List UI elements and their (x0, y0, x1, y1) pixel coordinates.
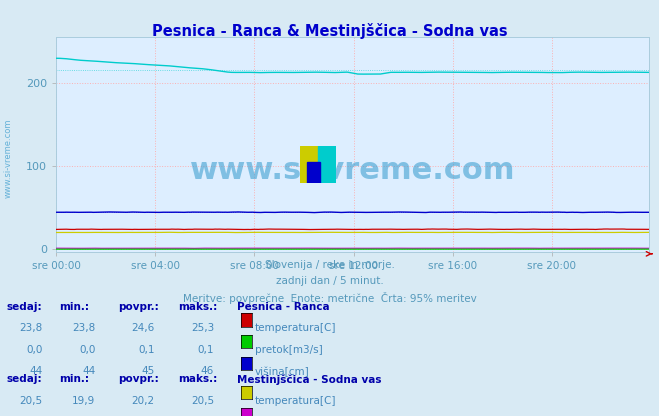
Text: temperatura[C]: temperatura[C] (255, 323, 337, 333)
Text: 24,6: 24,6 (132, 323, 155, 333)
Text: povpr.:: povpr.: (119, 302, 159, 312)
Text: Pesnica - Ranca: Pesnica - Ranca (237, 302, 330, 312)
Text: 44: 44 (82, 366, 96, 376)
Text: 45: 45 (142, 366, 155, 376)
Bar (318, 146, 336, 183)
Bar (307, 162, 320, 183)
Text: 20,5: 20,5 (191, 396, 214, 406)
Text: www.si-vreme.com: www.si-vreme.com (190, 156, 515, 185)
Text: 0,1: 0,1 (198, 345, 214, 355)
Text: Slovenija / reke in morje.: Slovenija / reke in morje. (264, 260, 395, 270)
Text: temperatura[C]: temperatura[C] (255, 396, 337, 406)
Text: sedaj:: sedaj: (7, 374, 42, 384)
Text: 20,2: 20,2 (132, 396, 155, 406)
Text: 25,3: 25,3 (191, 323, 214, 333)
Text: 0,0: 0,0 (26, 345, 43, 355)
Text: 23,8: 23,8 (20, 323, 43, 333)
Text: Mestinjščica - Sodna vas: Mestinjščica - Sodna vas (237, 374, 382, 385)
Text: višina[cm]: višina[cm] (255, 366, 310, 377)
Bar (300, 146, 318, 183)
Text: 0,0: 0,0 (79, 345, 96, 355)
Text: sedaj:: sedaj: (7, 302, 42, 312)
Text: min.:: min.: (59, 374, 90, 384)
Text: 19,9: 19,9 (72, 396, 96, 406)
Text: 20,5: 20,5 (20, 396, 43, 406)
Text: maks.:: maks.: (178, 374, 217, 384)
Text: www.si-vreme.com: www.si-vreme.com (3, 118, 13, 198)
Text: zadnji dan / 5 minut.: zadnji dan / 5 minut. (275, 276, 384, 286)
Text: 46: 46 (201, 366, 214, 376)
Text: Pesnica - Ranca & Mestinjščica - Sodna vas: Pesnica - Ranca & Mestinjščica - Sodna v… (152, 23, 507, 39)
Text: 0,1: 0,1 (138, 345, 155, 355)
Text: pretok[m3/s]: pretok[m3/s] (255, 345, 323, 355)
Text: 23,8: 23,8 (72, 323, 96, 333)
Text: maks.:: maks.: (178, 302, 217, 312)
Text: Meritve: povprečne  Enote: metrične  Črta: 95% meritev: Meritve: povprečne Enote: metrične Črta:… (183, 292, 476, 304)
Text: 44: 44 (30, 366, 43, 376)
Text: min.:: min.: (59, 302, 90, 312)
Text: povpr.:: povpr.: (119, 374, 159, 384)
